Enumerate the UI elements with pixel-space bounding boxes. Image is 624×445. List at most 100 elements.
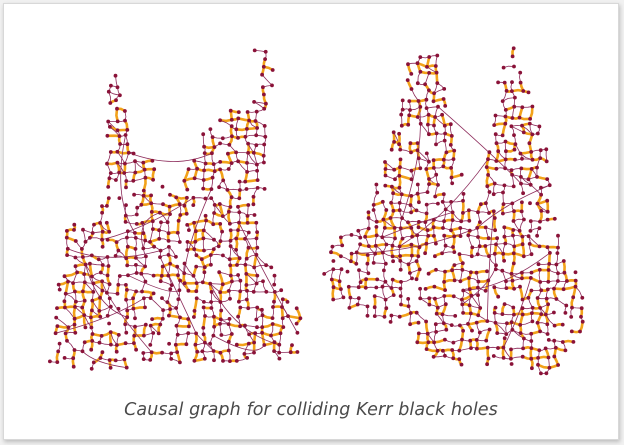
left-graph-node bbox=[272, 282, 277, 287]
right-graph-node bbox=[423, 287, 428, 291]
right-graph-node bbox=[538, 156, 543, 161]
right-graph-node bbox=[461, 328, 465, 333]
left-graph-node bbox=[270, 316, 275, 320]
right-graph-node bbox=[501, 345, 506, 350]
right-graph-node bbox=[563, 311, 568, 315]
right-graph-node bbox=[545, 217, 550, 222]
left-graph-node bbox=[245, 170, 250, 174]
left-graph-node bbox=[185, 187, 190, 192]
right-graph-node bbox=[382, 314, 387, 319]
left-graph-node bbox=[238, 188, 242, 192]
right-graph-node bbox=[441, 164, 446, 169]
right-graph-node bbox=[539, 209, 544, 213]
left-graph-node bbox=[252, 100, 256, 104]
left-graph-node bbox=[114, 178, 118, 182]
right-graph-node bbox=[529, 356, 534, 361]
right-graph-node bbox=[397, 131, 401, 136]
right-graph-node bbox=[443, 269, 447, 274]
left-graph-node bbox=[123, 341, 128, 346]
right-graph-node bbox=[424, 202, 429, 207]
right-graph-node bbox=[547, 365, 552, 370]
right-graph-node bbox=[329, 250, 333, 255]
left-graph-node bbox=[238, 289, 243, 294]
right-graph-node bbox=[453, 314, 458, 318]
right-graph-node bbox=[561, 287, 566, 292]
right-graph-node bbox=[492, 181, 497, 186]
left-graph-node bbox=[123, 322, 128, 327]
left-graph-node bbox=[280, 316, 285, 321]
left-graph-node bbox=[125, 244, 130, 249]
right-graph-node bbox=[461, 311, 465, 315]
left-graph-node bbox=[245, 161, 249, 165]
left-graph-node bbox=[177, 202, 182, 207]
right-graph-node bbox=[538, 219, 542, 224]
right-graph-edge bbox=[373, 192, 378, 206]
left-graph-node bbox=[88, 235, 92, 240]
right-graph-node bbox=[502, 225, 507, 230]
right-graph-node bbox=[501, 190, 505, 195]
right-graph-node bbox=[475, 252, 480, 257]
left-graph-node bbox=[246, 151, 251, 155]
right-graph-node bbox=[475, 226, 480, 230]
left-graph-node bbox=[166, 231, 171, 236]
right-graph-node bbox=[442, 87, 447, 91]
left-graph-node bbox=[246, 245, 251, 250]
right-graph-node bbox=[433, 64, 438, 68]
right-graph-node bbox=[528, 182, 533, 187]
right-graph-node bbox=[374, 219, 379, 224]
right-graph-node bbox=[492, 311, 497, 315]
left-graph-node bbox=[143, 279, 148, 284]
right-graph-node bbox=[535, 233, 539, 238]
right-graph-node bbox=[349, 233, 354, 237]
right-graph-node bbox=[408, 271, 412, 275]
right-graph-node bbox=[502, 183, 507, 188]
left-graph-node bbox=[65, 338, 69, 343]
right-graph-node bbox=[467, 303, 472, 308]
right-graph-node bbox=[443, 243, 448, 248]
right-graph-node bbox=[486, 157, 490, 162]
right-graph-node bbox=[329, 277, 334, 282]
right-graph-node bbox=[520, 123, 524, 128]
right-graph-node bbox=[435, 81, 440, 85]
right-graph-node bbox=[424, 319, 428, 324]
left-graph-node bbox=[255, 162, 259, 167]
left-graph-node bbox=[159, 273, 164, 278]
left-graph-edge bbox=[229, 245, 231, 260]
left-graph-node bbox=[246, 230, 251, 235]
right-graph-node bbox=[409, 150, 413, 155]
left-graph-node bbox=[114, 349, 119, 354]
right-graph-node bbox=[518, 331, 523, 335]
left-graph-node bbox=[226, 348, 231, 353]
left-graph-node bbox=[262, 142, 267, 147]
right-graph-node bbox=[358, 242, 362, 247]
left-graph-node bbox=[234, 248, 239, 252]
left-graph-node bbox=[176, 273, 180, 278]
left-graph-edge bbox=[99, 342, 112, 345]
right-graph-node bbox=[493, 132, 498, 137]
right-graph-node bbox=[407, 113, 412, 118]
left-graph-node bbox=[290, 343, 294, 347]
left-graph-node bbox=[210, 151, 214, 156]
right-graph-node bbox=[398, 165, 402, 170]
left-graph-node bbox=[133, 159, 137, 164]
left-graph-node bbox=[185, 223, 190, 227]
left-graph-node bbox=[150, 158, 155, 163]
right-graph-node bbox=[441, 97, 446, 101]
left-graph-node bbox=[72, 222, 77, 227]
left-graph-node bbox=[105, 290, 109, 295]
left-graph-node bbox=[175, 264, 180, 269]
right-graph-edge bbox=[470, 295, 481, 309]
right-graph-node bbox=[415, 182, 420, 187]
right-graph-node bbox=[504, 286, 509, 290]
right-graph-edge bbox=[400, 278, 413, 283]
right-graph-node bbox=[510, 80, 514, 84]
right-graph-node bbox=[510, 278, 515, 283]
right-graph-node bbox=[398, 267, 403, 272]
right-graph-node bbox=[392, 140, 396, 144]
left-graph-edge bbox=[227, 188, 241, 191]
left-graph-node bbox=[116, 248, 121, 253]
right-graph-node bbox=[398, 147, 403, 152]
left-graph-node bbox=[150, 219, 155, 224]
left-graph-node bbox=[55, 306, 59, 310]
right-graph-node bbox=[375, 277, 380, 282]
